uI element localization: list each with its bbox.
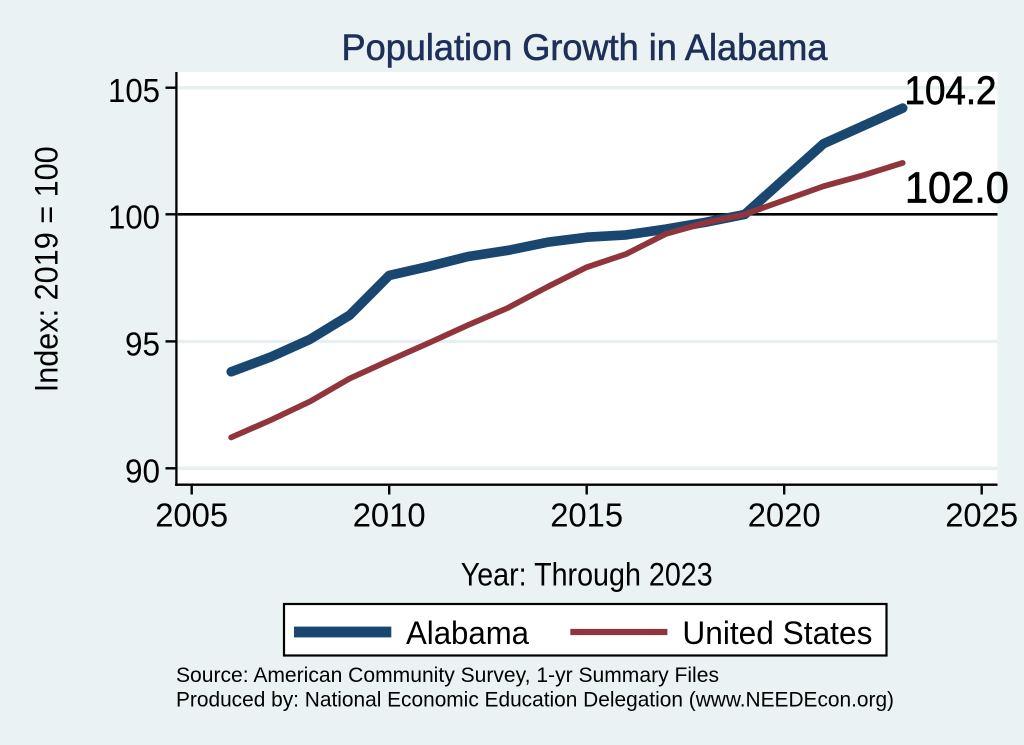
svg-text:2005: 2005 xyxy=(155,497,228,534)
svg-text:100: 100 xyxy=(108,199,160,236)
svg-text:105: 105 xyxy=(108,72,160,109)
svg-text:95: 95 xyxy=(125,326,160,363)
svg-text:Source: American Community Sur: Source: American Community Survey, 1-yr … xyxy=(176,663,719,687)
svg-text:United States: United States xyxy=(682,615,872,651)
svg-text:2010: 2010 xyxy=(353,497,426,534)
svg-text:102.0: 102.0 xyxy=(905,164,1009,213)
svg-text:Alabama: Alabama xyxy=(406,615,529,651)
svg-text:2020: 2020 xyxy=(748,497,821,534)
svg-text:Index: 2019 = 100: Index: 2019 = 100 xyxy=(29,146,65,392)
svg-text:Population Growth in Alabama: Population Growth in Alabama xyxy=(342,27,828,68)
svg-text:90: 90 xyxy=(125,453,160,490)
svg-text:2015: 2015 xyxy=(550,497,623,534)
svg-text:104.2: 104.2 xyxy=(905,69,997,113)
svg-text:Year: Through 2023: Year: Through 2023 xyxy=(461,557,713,593)
svg-text:Produced by: National Economic: Produced by: National Economic Education… xyxy=(176,688,894,712)
svg-text:2025: 2025 xyxy=(945,497,1018,534)
